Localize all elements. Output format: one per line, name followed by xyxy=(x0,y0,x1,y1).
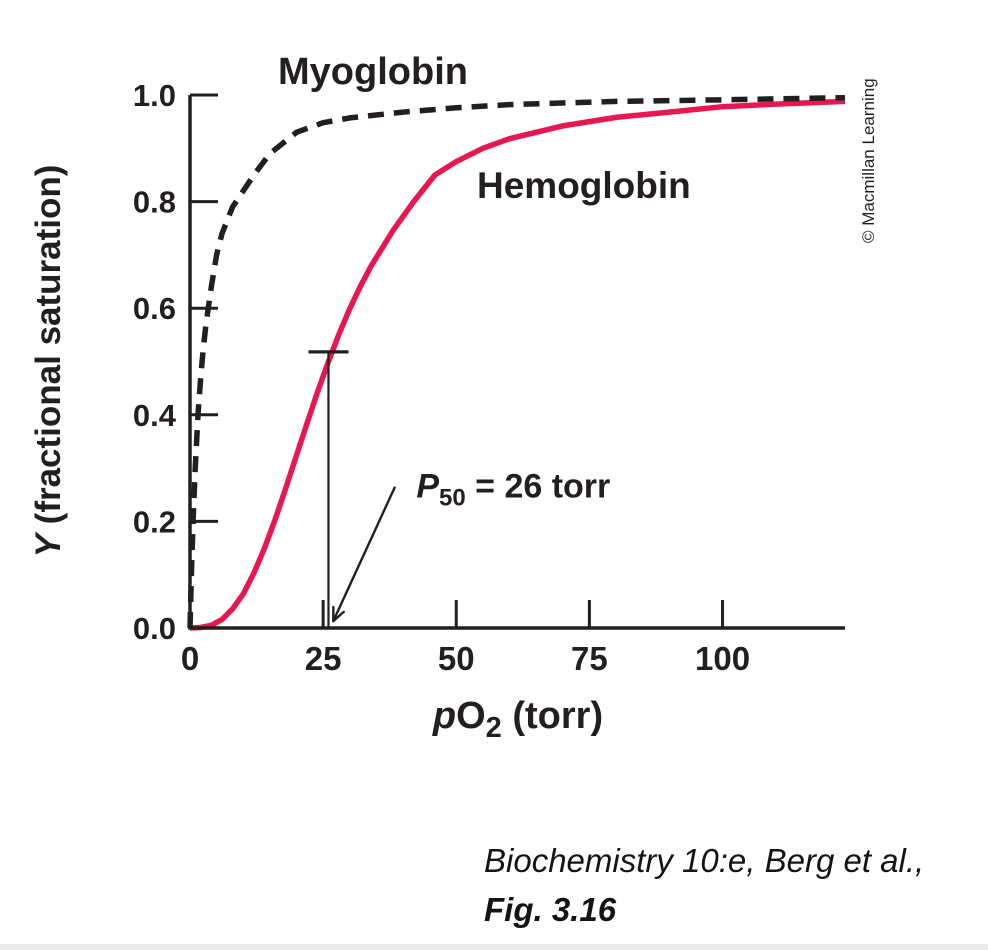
myoglobin-curve-label: Myoglobin xyxy=(278,51,468,93)
macmillan-copyright: © Macmillan Learning xyxy=(859,78,878,243)
p50-annotation-label: P50 = 26 torr xyxy=(416,467,610,511)
chart-curves xyxy=(187,94,846,631)
x-tick-label: 0 xyxy=(181,640,199,677)
x-tick-label: 100 xyxy=(695,640,750,677)
p50-arrowhead xyxy=(332,610,345,623)
hemoglobin-curve-label: Hemoglobin xyxy=(477,165,691,206)
x-axis-title: pO2 (torr) xyxy=(432,695,603,744)
citation-source: Biochemistry 10:e, Berg et al., xyxy=(484,842,925,879)
y-tick-label: 1.0 xyxy=(133,78,176,113)
x-tick-label: 75 xyxy=(571,640,608,677)
y-tick-label: 0.2 xyxy=(133,504,176,539)
bottom-strip xyxy=(0,944,988,950)
chart-axes xyxy=(188,93,845,630)
y-tick-label: 0.8 xyxy=(133,185,176,220)
y-tick-label: 0.4 xyxy=(133,398,177,433)
y-tick-label: 0.0 xyxy=(133,611,176,646)
y-axis-title: Y (fractional saturation) xyxy=(29,165,68,558)
x-tick-label: 25 xyxy=(305,640,342,677)
oxygen-binding-chart: 0 25 50 75 100 0.0 0.2 0.4 0.6 0.8 1.0 P50 = 26 to… xyxy=(29,51,878,744)
axes-lines xyxy=(188,95,845,630)
hemoglobin-curve xyxy=(189,98,846,631)
p50-annotation: P50 = 26 torr xyxy=(308,350,610,628)
citation-figure-number: Fig. 3.16 xyxy=(484,891,617,928)
chart-tick-labels: 0 25 50 75 100 0.0 0.2 0.4 0.6 0.8 1.0 xyxy=(133,78,750,677)
x-tick-label: 50 xyxy=(438,640,475,677)
citation-block: Biochemistry 10:e, Berg et al., Fig. 3.1… xyxy=(484,836,924,934)
y-tick-label: 0.6 xyxy=(133,291,176,326)
p50-arrow xyxy=(332,486,397,622)
